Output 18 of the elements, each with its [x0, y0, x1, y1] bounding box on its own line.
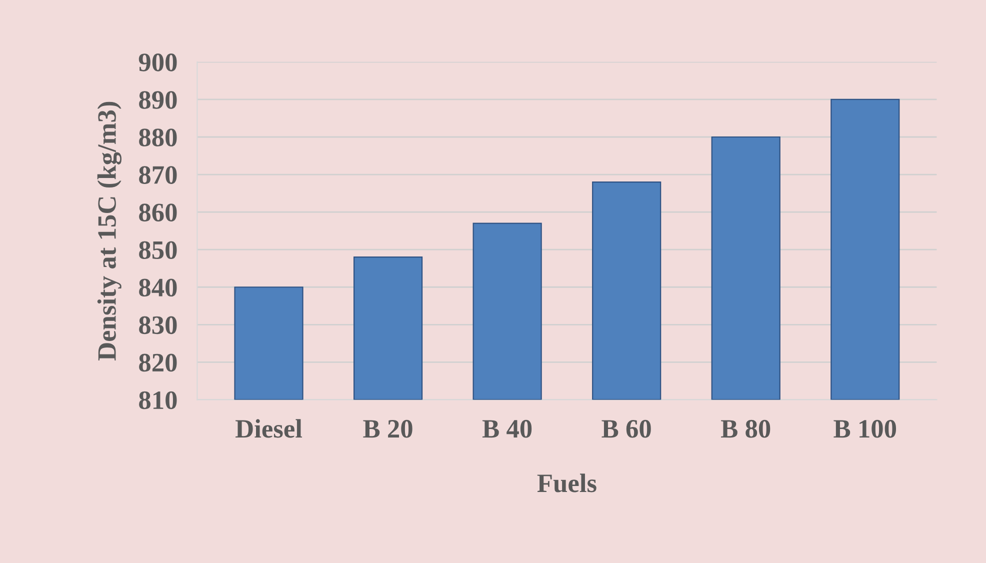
y-tick-label: 870	[139, 166, 177, 184]
x-tick-label: B 20	[363, 420, 412, 438]
y-tick-label: 850	[139, 241, 177, 260]
y-tick-label: 840	[139, 278, 177, 297]
x-axis-title: Fuels	[537, 474, 596, 492]
x-tick-label: B 60	[602, 420, 651, 438]
y-tick-label: 900	[138, 54, 177, 72]
y-tick-label: 860	[139, 204, 177, 222]
x-tick-label: B 80	[721, 420, 770, 438]
x-tick-label: Diesel	[236, 419, 302, 438]
y-tick-label: 830	[139, 316, 177, 334]
y-tick-label: 820	[139, 354, 177, 372]
y-tick-label: 890	[139, 91, 177, 109]
x-tick-label: B 100	[834, 420, 896, 438]
y-axis-title: Density at 15C (kg/m3)	[97, 102, 122, 360]
x-tick-label: B 40	[482, 420, 532, 438]
y-tick-label: 810	[139, 391, 177, 410]
y-tick-label: 880	[139, 128, 177, 146]
